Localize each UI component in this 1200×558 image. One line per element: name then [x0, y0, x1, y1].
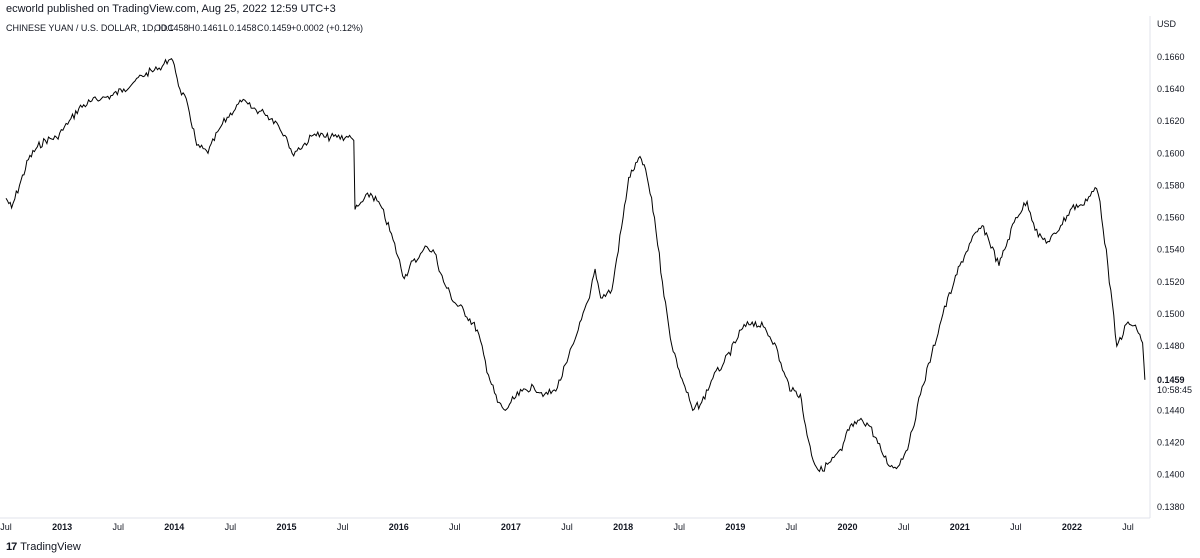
time-tick-label: 2020	[838, 522, 858, 532]
price-scale-currency: USD	[1157, 19, 1177, 29]
price-tick-label: 0.1440	[1157, 405, 1185, 415]
price-tick-label: 0.1620	[1157, 116, 1185, 126]
legend-low-key: L	[223, 23, 228, 33]
time-tick-label: 2021	[950, 522, 970, 532]
price-tick-label: 0.1540	[1157, 245, 1185, 255]
price-tick-label: 0.1520	[1157, 277, 1185, 287]
price-scale-ticks[interactable]: 0.13800.14000.14200.14400.14600.14800.15…	[1157, 52, 1185, 512]
last-price-background	[1151, 371, 1200, 394]
time-tick-label: Jul	[1122, 522, 1134, 532]
time-tick-label: 2018	[613, 522, 633, 532]
legend-open-key: O	[154, 23, 161, 33]
legend-change: +0.0002 (+0.12%)	[291, 23, 363, 33]
legend-close-value: 0.1459	[264, 23, 292, 33]
legend-low-value: 0.1458	[229, 23, 257, 33]
time-tick-label: Jul	[337, 522, 349, 532]
price-tick-label: 0.1500	[1157, 309, 1185, 319]
price-tick-label: 0.1660	[1157, 52, 1185, 62]
time-tick-label: Jul	[1010, 522, 1022, 532]
bar-countdown: 10:58:45	[1157, 385, 1192, 395]
price-tick-label: 0.1400	[1157, 470, 1185, 480]
price-tick-label: 0.1380	[1157, 502, 1185, 512]
watermark-text: TradingView	[20, 541, 81, 553]
legend-symbol: CHINESE YUAN / U.S. DOLLAR, 1D, IDC	[6, 23, 174, 33]
legend-high-value: 0.1461	[195, 23, 223, 33]
time-tick-label: Jul	[112, 522, 124, 532]
price-tick-label: 0.1560	[1157, 213, 1185, 223]
price-tick-label: 0.1420	[1157, 438, 1185, 448]
time-tick-label: Jul	[225, 522, 237, 532]
price-series-line	[5, 58, 1146, 473]
legend-ohlc: O 0.1458 H 0.1461 L 0.1458 C 0.1459 +0.0…	[154, 23, 363, 33]
time-tick-label: Jul	[449, 522, 461, 532]
time-tick-label: 2015	[276, 522, 296, 532]
time-tick-label: Jul	[0, 522, 12, 532]
time-tick-label: 2014	[164, 522, 184, 532]
tradingview-watermark[interactable]: 17 TradingView	[6, 541, 81, 553]
price-tick-label: 0.1480	[1157, 341, 1185, 351]
tradingview-logo-icon: 17	[6, 541, 17, 553]
time-tick-label: 2019	[725, 522, 745, 532]
time-tick-label: Jul	[561, 522, 573, 532]
legend-close-key: C	[257, 23, 264, 33]
time-tick-label: 2022	[1062, 522, 1082, 532]
time-tick-label: Jul	[673, 522, 685, 532]
publish-line: ecworld published on TradingView.com, Au…	[6, 3, 336, 15]
time-tick-label: Jul	[898, 522, 910, 532]
legend-high-key: H	[188, 23, 195, 33]
time-tick-label: 2013	[52, 522, 72, 532]
price-tick-label: 0.1600	[1157, 148, 1185, 158]
legend-open-value: 0.1458	[161, 23, 189, 33]
price-tick-label: 0.1580	[1157, 180, 1185, 190]
price-tick-label: 0.1640	[1157, 84, 1185, 94]
last-price-value: 0.1459	[1157, 375, 1185, 385]
time-tick-label: 2017	[501, 522, 521, 532]
time-tick-label: 2016	[389, 522, 409, 532]
time-tick-label: Jul	[786, 522, 798, 532]
last-price-label: 0.1459 10:58:45	[1151, 371, 1200, 395]
time-scale-ticks[interactable]: Jul 2013 Jul 2014 Jul 2015 Jul 2016 Jul 2017 Jul 20…	[0, 522, 1134, 532]
